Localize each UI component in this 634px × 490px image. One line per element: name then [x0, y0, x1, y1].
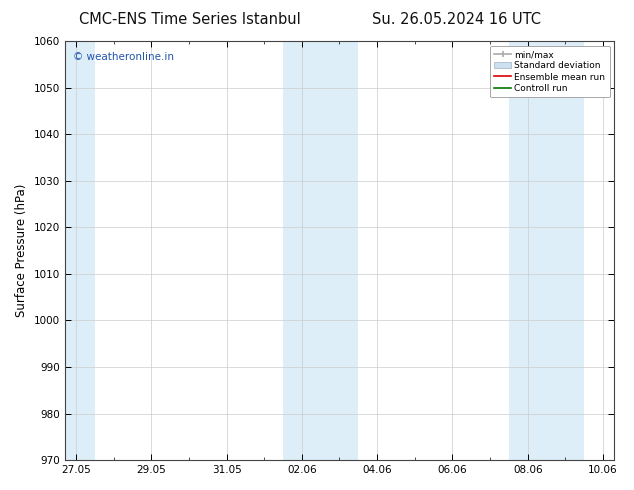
Bar — [283, 41, 358, 460]
Y-axis label: Surface Pressure (hPa): Surface Pressure (hPa) — [15, 184, 28, 318]
Text: © weatheronline.in: © weatheronline.in — [73, 51, 174, 62]
Legend: min/max, Standard deviation, Ensemble mean run, Controll run: min/max, Standard deviation, Ensemble me… — [490, 46, 610, 98]
Text: CMC-ENS Time Series Istanbul: CMC-ENS Time Series Istanbul — [79, 12, 301, 27]
Bar — [509, 41, 584, 460]
Bar — [65, 41, 94, 460]
Text: Su. 26.05.2024 16 UTC: Su. 26.05.2024 16 UTC — [372, 12, 541, 27]
